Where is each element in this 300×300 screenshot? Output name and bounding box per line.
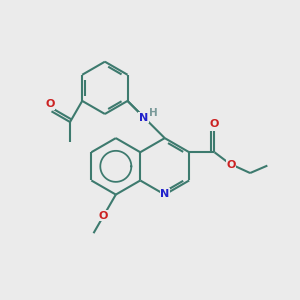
Text: O: O <box>45 99 55 109</box>
Text: N: N <box>160 189 170 199</box>
Text: N: N <box>139 112 148 123</box>
Text: O: O <box>210 119 219 129</box>
Text: H: H <box>149 108 158 118</box>
Text: O: O <box>99 211 108 221</box>
Text: O: O <box>226 160 236 170</box>
